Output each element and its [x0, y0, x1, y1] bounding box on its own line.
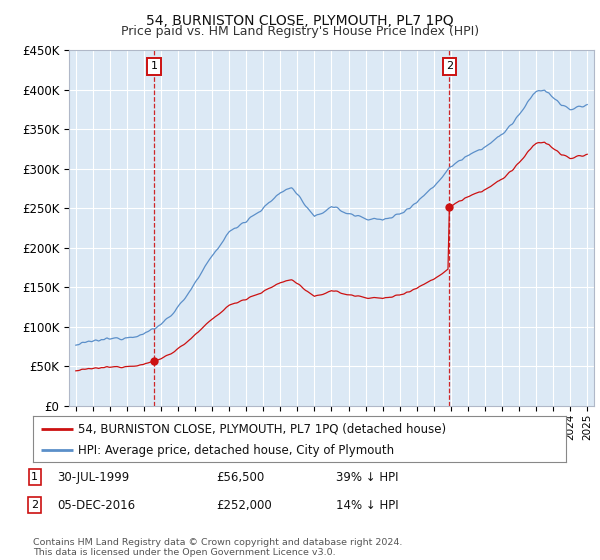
Text: 54, BURNISTON CLOSE, PLYMOUTH, PL7 1PQ (detached house): 54, BURNISTON CLOSE, PLYMOUTH, PL7 1PQ (… — [78, 422, 446, 436]
Text: Price paid vs. HM Land Registry's House Price Index (HPI): Price paid vs. HM Land Registry's House … — [121, 25, 479, 38]
Text: 2: 2 — [31, 500, 38, 510]
Text: 2: 2 — [446, 62, 453, 72]
Text: 05-DEC-2016: 05-DEC-2016 — [57, 498, 135, 512]
Text: 1: 1 — [31, 472, 38, 482]
Text: 54, BURNISTON CLOSE, PLYMOUTH, PL7 1PQ: 54, BURNISTON CLOSE, PLYMOUTH, PL7 1PQ — [146, 14, 454, 28]
Text: 30-JUL-1999: 30-JUL-1999 — [57, 470, 129, 484]
Text: HPI: Average price, detached house, City of Plymouth: HPI: Average price, detached house, City… — [78, 444, 394, 456]
Text: £56,500: £56,500 — [216, 470, 264, 484]
Text: £252,000: £252,000 — [216, 498, 272, 512]
Text: Contains HM Land Registry data © Crown copyright and database right 2024.
This d: Contains HM Land Registry data © Crown c… — [33, 538, 403, 557]
Text: 14% ↓ HPI: 14% ↓ HPI — [336, 498, 398, 512]
Text: 1: 1 — [151, 62, 157, 72]
Text: 39% ↓ HPI: 39% ↓ HPI — [336, 470, 398, 484]
